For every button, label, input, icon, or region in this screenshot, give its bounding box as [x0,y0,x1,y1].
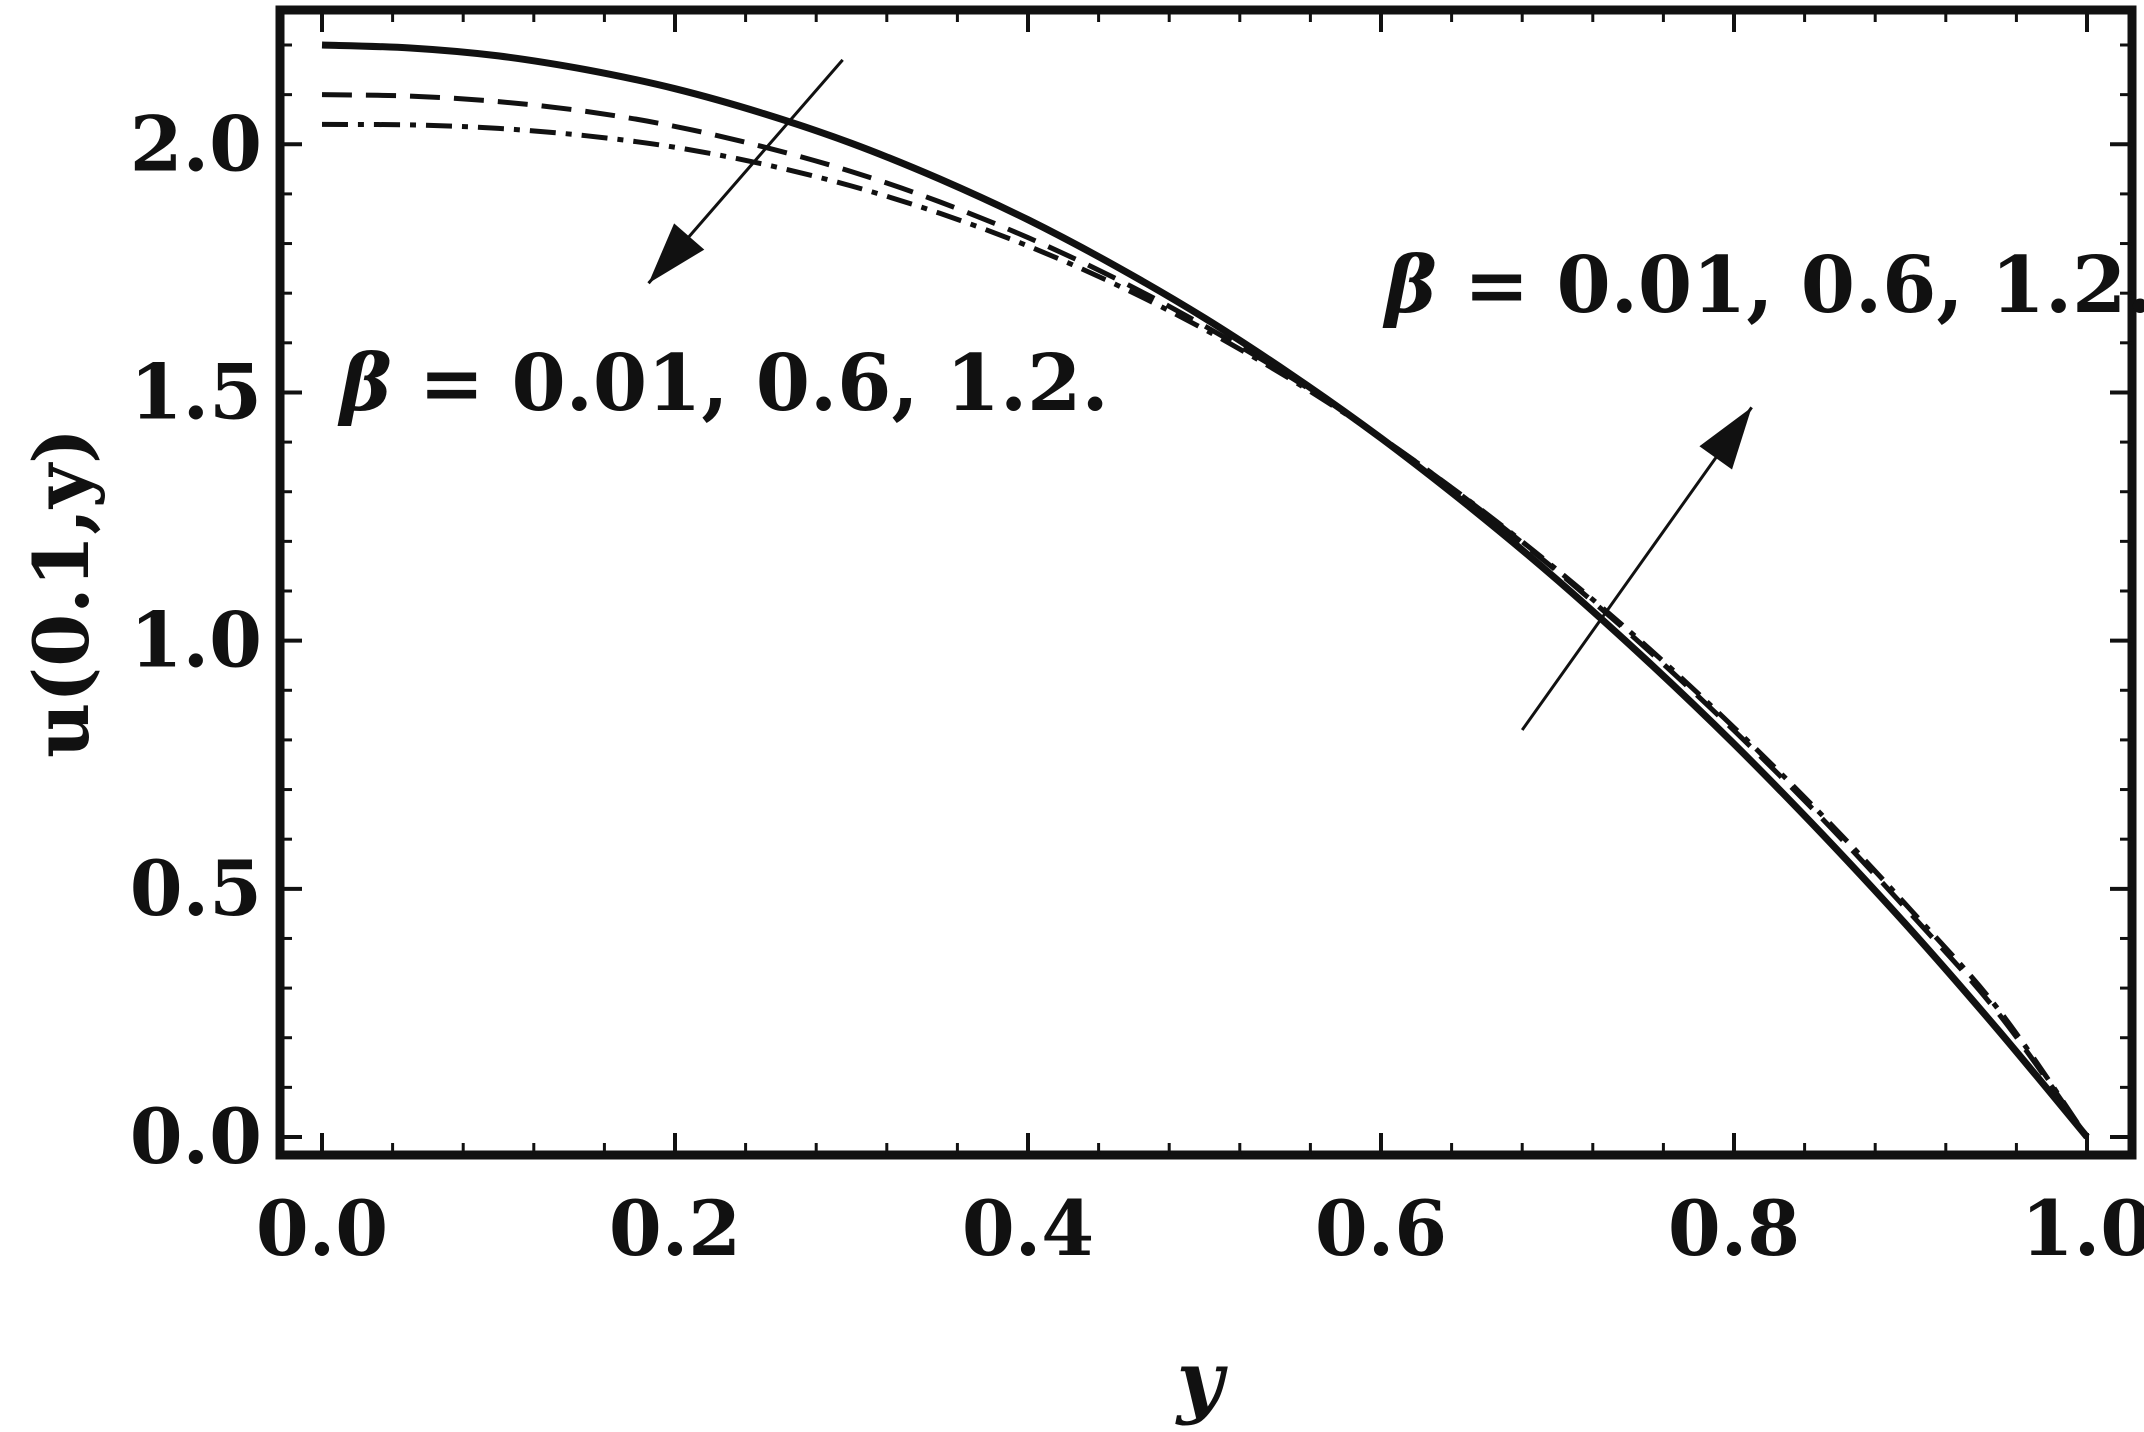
plot-frame [275,5,2137,1160]
y-tick-label: 1.0 [130,596,262,685]
y-tick-label: 0.5 [130,844,262,933]
series-line-dot-dashed [321,121,2090,1139]
x-tick-label: 0.0 [256,1184,388,1273]
annotation-label: β = 0.01, 0.6, 1.2. [337,338,1109,429]
x-axis-title: y [1175,1333,1229,1427]
x-tick-label: 0.8 [1668,1184,1800,1273]
annotation-arrow-head [648,223,705,284]
x-tick-label: 0.4 [962,1184,1094,1273]
annotation-values: = 0.01, 0.6, 1.2. [1437,240,2144,331]
annotation-label: β = 0.01, 0.6, 1.2. [1382,240,2144,331]
y-tick-label: 0.0 [130,1092,262,1181]
series-line-dashed [321,92,2090,1139]
frame-layer [275,5,2137,1160]
y-tick-label: 2.0 [130,99,262,188]
annotation-arrow-head [1699,407,1752,470]
annotation-greek-symbol: β [1382,240,1437,331]
ticks-layer [280,10,2132,1155]
y-axis-title: u(0.1,y) [17,428,106,758]
tick-labels-layer: 0.0 0.2 0.4 0.6 0.8 1.0 0.0 0.5 1.0 1.5 2.0 [130,99,2144,1273]
annotation-arrow-line [1520,406,1753,731]
curves-layer [321,41,2090,1140]
annotation-values: = 0.01, 0.6, 1.2. [392,338,1109,429]
series-line-solid [321,41,2090,1140]
x-tick-label: 0.6 [1315,1184,1447,1273]
x-tick-label: 0.2 [609,1184,741,1273]
annotations-layer: β = 0.01, 0.6, 1.2.β = 0.01, 0.6, 1.2. [337,58,2144,731]
x-tick-label: 1.0 [2021,1184,2144,1273]
y-tick-label: 1.5 [130,347,262,436]
annotation-greek-symbol: β [337,338,392,429]
